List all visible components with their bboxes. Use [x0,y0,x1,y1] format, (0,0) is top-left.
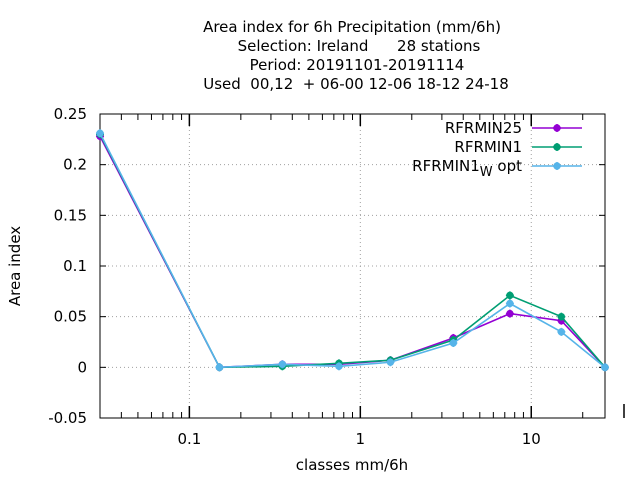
title-line-1: Area index for 6h Precipitation (mm/6h) [203,18,501,36]
data-point [334,362,343,371]
y-axis-label: Area index [6,226,24,306]
title-line-3: Period: 20191101-20191114 [250,56,465,74]
x-tick-label: 10 [522,430,541,448]
series-line [99,132,606,369]
legend-label: RFRMIN25 [445,119,522,137]
data-point [449,339,458,348]
series-1 [96,132,609,372]
data-point [553,162,561,170]
x-tick-label: 1 [356,430,366,448]
data-point [557,327,566,336]
data-point [386,358,395,367]
axis-ticks: -0.05 0 0.05 0.1 0.15 0.2 0.25 0.1 1 10 [48,105,625,448]
data-point [553,124,561,132]
legend-entry-1: RFRMIN25 [445,119,582,137]
data-point [278,360,287,369]
y-tick-label: 0.1 [63,257,87,275]
y-tick-label: 0.2 [63,156,87,174]
grid [100,113,605,419]
series-line [99,133,606,369]
y-tick-label: -0.05 [48,409,87,427]
series-layer [96,129,609,372]
title-line-4: Used 00,12 + 06-00 12-06 18-12 24-18 [203,75,509,93]
legend-label: RFRMIN1 [454,138,522,156]
data-point [505,291,514,300]
y-tick-label: 0.25 [54,105,87,123]
legend-entry-2: RFRMIN1 [454,138,582,156]
x-tick-label: 0.1 [177,430,201,448]
legend-label-suffix: opt [493,157,522,175]
y-tick-label: 0.05 [54,308,87,326]
chart-title: Area index for 6h Precipitation (mm/6h) … [203,18,509,93]
data-point [601,363,609,372]
plot-frame [99,113,606,419]
data-point [215,363,224,372]
data-point [557,312,566,321]
title-line-2: Selection: Ireland 28 stations [238,37,481,55]
y-tick-label: 0.15 [54,206,87,224]
x-axis-label: classes mm/6h [296,456,408,474]
series-3 [96,129,609,372]
data-point [505,309,514,318]
legend-entry-3: RFRMIN1W opt [412,157,582,180]
data-point [505,299,514,308]
data-point [96,129,104,138]
data-point [553,143,561,151]
legend-label-subscript: W [480,165,493,180]
legend-label: RFRMIN1W opt [412,157,522,180]
y-tick-label: 0 [77,358,87,376]
series-line [99,135,606,369]
